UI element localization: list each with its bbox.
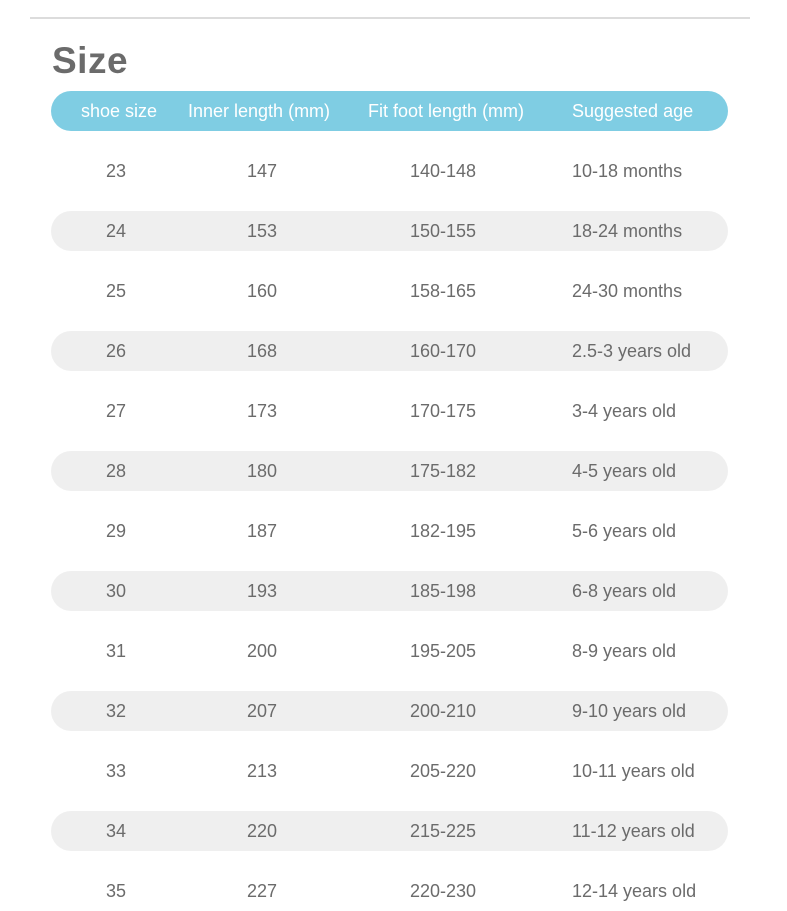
cell-shoe-size: 23 [105, 161, 127, 181]
cell-suggested-age: 18-24 months [572, 221, 683, 241]
cell-inner-length: 187 [247, 521, 278, 541]
cell-fit-foot-length: 220-230 [410, 881, 477, 901]
cell-inner-length: 173 [247, 401, 278, 421]
cell-shoe-size: 27 [105, 401, 127, 421]
table-row: 25 160 158-165 24-30 months [51, 271, 728, 311]
cell-inner-length: 200 [247, 641, 278, 661]
cell-shoe-size: 28 [105, 461, 127, 481]
cell-suggested-age: 6-8 years old [572, 581, 677, 601]
cell-fit-foot-length: 170-175 [410, 401, 477, 421]
cell-inner-length: 180 [247, 461, 278, 481]
header-suggested-age: Suggested age [572, 101, 694, 121]
table-row: 35 227 220-230 12-14 years old [51, 871, 728, 911]
cell-fit-foot-length: 215-225 [410, 821, 477, 841]
cell-suggested-age: 12-14 years old [572, 881, 697, 901]
size-table: shoe size Inner length (mm) Fit foot len… [51, 91, 728, 911]
cell-fit-foot-length: 150-155 [410, 221, 477, 241]
header-fit-foot-length: Fit foot length (mm) [368, 101, 525, 121]
table-row: 28 180 175-182 4-5 years old [51, 451, 728, 491]
cell-inner-length: 168 [247, 341, 278, 361]
cell-shoe-size: 25 [105, 281, 127, 301]
cell-fit-foot-length: 205-220 [410, 761, 477, 781]
header-shoe-size: shoe size [81, 101, 158, 121]
cell-fit-foot-length: 200-210 [410, 701, 477, 721]
table-row: 32 207 200-210 9-10 years old [51, 691, 728, 731]
cell-inner-length: 207 [247, 701, 278, 721]
table-row: 27 173 170-175 3-4 years old [51, 391, 728, 431]
table-row: 34 220 215-225 11-12 years old [51, 811, 728, 851]
cell-fit-foot-length: 140-148 [410, 161, 477, 181]
cell-suggested-age: 5-6 years old [572, 521, 677, 541]
cell-suggested-age: 3-4 years old [572, 401, 677, 421]
header-inner-length: Inner length (mm) [188, 101, 331, 121]
cell-suggested-age: 10-18 months [572, 161, 683, 181]
cell-shoe-size: 24 [105, 221, 127, 241]
page-title: Size [52, 40, 129, 81]
table-row: 24 153 150-155 18-24 months [51, 211, 728, 251]
cell-suggested-age: 11-12 years old [572, 821, 695, 841]
cell-fit-foot-length: 158-165 [410, 281, 477, 301]
table-row: 33 213 205-220 10-11 years old [51, 751, 728, 791]
cell-suggested-age: 4-5 years old [572, 461, 677, 481]
cell-fit-foot-length: 182-195 [410, 521, 477, 541]
cell-fit-foot-length: 175-182 [410, 461, 477, 481]
cell-shoe-size: 26 [105, 341, 127, 361]
cell-suggested-age: 24-30 months [572, 281, 683, 301]
cell-shoe-size: 34 [105, 821, 127, 841]
cell-suggested-age: 8-9 years old [572, 641, 677, 661]
cell-shoe-size: 31 [105, 641, 127, 661]
cell-inner-length: 147 [247, 161, 278, 181]
table-header: shoe size Inner length (mm) Fit foot len… [51, 91, 728, 131]
table-row: 29 187 182-195 5-6 years old [51, 511, 728, 551]
cell-suggested-age: 10-11 years old [572, 761, 695, 781]
cell-inner-length: 160 [247, 281, 278, 301]
table-row: 23 147 140-148 10-18 months [51, 151, 728, 191]
cell-inner-length: 220 [247, 821, 278, 841]
cell-suggested-age: 9-10 years old [572, 701, 687, 721]
cell-inner-length: 193 [247, 581, 278, 601]
cell-suggested-age: 2.5-3 years old [572, 341, 692, 361]
cell-inner-length: 153 [247, 221, 278, 241]
cell-shoe-size: 29 [105, 521, 127, 541]
cell-shoe-size: 35 [105, 881, 127, 901]
table-row: 31 200 195-205 8-9 years old [51, 631, 728, 671]
cell-inner-length: 227 [247, 881, 278, 901]
cell-inner-length: 213 [247, 761, 278, 781]
cell-shoe-size: 33 [105, 761, 127, 781]
cell-fit-foot-length: 195-205 [410, 641, 477, 661]
table-row: 26 168 160-170 2.5-3 years old [51, 331, 728, 371]
cell-fit-foot-length: 185-198 [410, 581, 477, 601]
top-divider [30, 17, 750, 19]
cell-shoe-size: 30 [105, 581, 127, 601]
cell-shoe-size: 32 [105, 701, 127, 721]
table-row: 30 193 185-198 6-8 years old [51, 571, 728, 611]
cell-fit-foot-length: 160-170 [410, 341, 477, 361]
